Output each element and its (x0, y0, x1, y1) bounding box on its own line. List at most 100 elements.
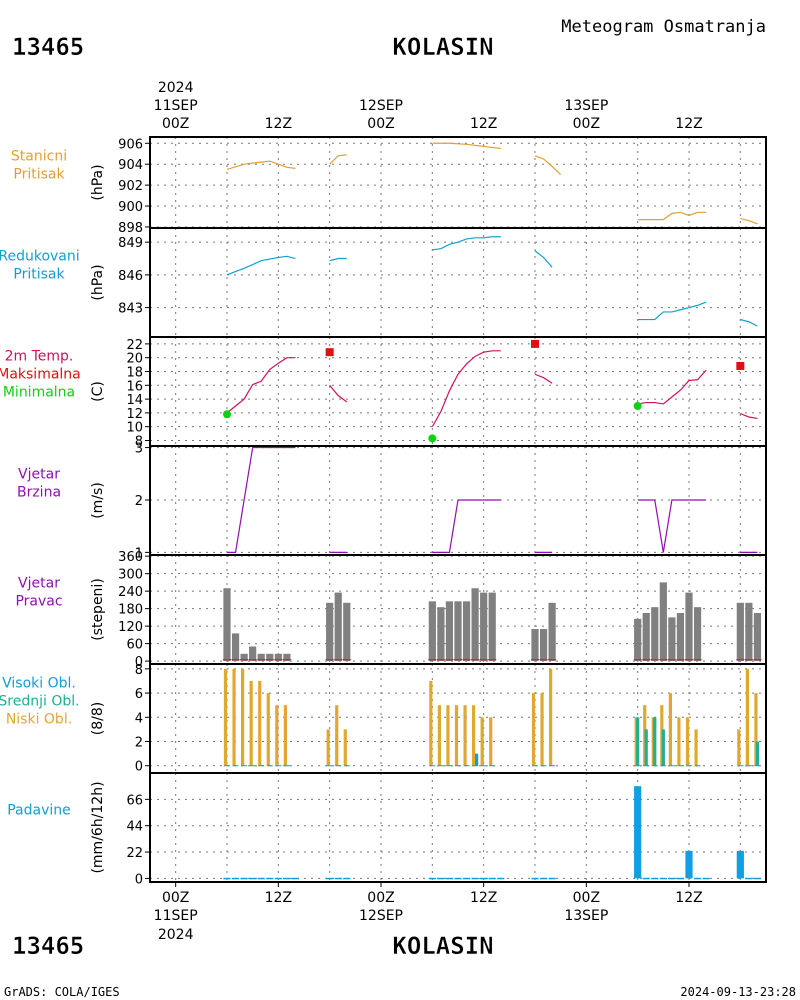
wind-direction-bar (668, 617, 676, 662)
time-date-label-bottom: 12SEP (359, 908, 403, 924)
time-hour-label-top: 00Z (573, 116, 600, 132)
y-tick-label: 3 (135, 442, 143, 457)
y-tick-label: 846 (118, 269, 143, 284)
panel-label-clouds: Visoki Obl. (2, 676, 76, 692)
y-tick-label: 849 (118, 236, 143, 251)
panel-frame-temperature (149, 336, 767, 447)
precipitation-bar (283, 877, 291, 880)
time-date-label-top: 12SEP (359, 98, 403, 114)
precipitation-bar (736, 850, 744, 879)
wind-direction-bar (548, 602, 556, 662)
axis-labels: 9069049029008988498468432220181614121083… (118, 80, 703, 943)
reduced-pressure-line (534, 250, 553, 268)
cloud-bar-0 (429, 680, 433, 766)
time-hour-label-bottom: 12Z (675, 890, 702, 906)
wind-direction-bar (488, 592, 496, 662)
temperature-line (534, 373, 553, 384)
time-hour-label-bottom: 12Z (470, 890, 497, 906)
precipitation-bar (462, 877, 471, 880)
panel-marks-clouds (223, 668, 761, 767)
time-hour-label-bottom: 00Z (573, 890, 600, 906)
cloud-bar-0 (335, 705, 339, 766)
y-tick-label: 12 (126, 407, 143, 422)
cloud-bar-0 (737, 729, 741, 766)
unit-label-precipitation: (mm/6h/12h) (90, 781, 106, 873)
precipitation-bar (249, 877, 257, 880)
y-tick-label: 60 (126, 638, 143, 653)
time-hour-label-top: 00Z (367, 116, 394, 132)
station-pressure-line (432, 142, 501, 150)
cloud-bar-1 (653, 717, 657, 766)
wind-direction-bar (454, 601, 462, 662)
unit-label-temperature: (C) (90, 381, 106, 402)
y-tick-label: 22 (126, 846, 143, 861)
panel-marks-wind_direction (223, 582, 762, 662)
cloud-bar-2 (475, 753, 479, 766)
temperature-line (431, 350, 501, 427)
cloud-bar-0 (754, 693, 758, 766)
wind-direction-bar (283, 653, 291, 662)
wind-speed-line (432, 499, 501, 553)
wind-direction-bar (753, 612, 762, 662)
wind-direction-bar (471, 588, 479, 662)
cloud-bar-0 (694, 729, 698, 766)
y-tick-label: 0 (135, 872, 143, 887)
precipitation-bar (745, 877, 753, 880)
precipitation-bar (445, 877, 454, 880)
cloud-bar-1 (661, 729, 665, 766)
panel-frames (149, 136, 767, 883)
y-tick-label: 14 (126, 393, 143, 408)
precipitation-bar (343, 877, 351, 880)
panel-label-temperature: Maksimalna (0, 367, 81, 383)
y-tick-label: 4 (135, 711, 143, 726)
station-name-top: KOLASIN (392, 33, 493, 61)
cloud-bar-0 (232, 668, 236, 766)
y-tick-label: 20 (126, 352, 143, 367)
time-date-label-top: 13SEP (564, 98, 608, 114)
panel-label-wind_direction: Pravac (15, 594, 62, 610)
reduced-pressure-line (740, 318, 758, 327)
precipitation-bar (291, 877, 300, 880)
cloud-bar-0 (531, 693, 536, 766)
cloud-bar-0 (677, 717, 681, 766)
unit-label-wind_speed: (m/s) (90, 482, 106, 519)
cloud-bar-0 (437, 705, 441, 766)
time-hour-label-bottom: 00Z (162, 890, 189, 906)
wind-direction-bar (462, 601, 471, 662)
reduced-pressure-line (329, 257, 347, 262)
wind-direction-bar (531, 629, 539, 662)
cloud-bar-0 (249, 680, 253, 766)
wind-direction-bar (334, 592, 342, 662)
precipitation-bar (634, 786, 642, 879)
wind-direction-bar (223, 588, 231, 662)
temperature-line (329, 384, 348, 403)
y-tick-label: 902 (118, 179, 143, 194)
wind-direction-bar (428, 601, 436, 662)
wind-direction-bar (240, 653, 248, 662)
cloud-bar-0 (463, 705, 467, 766)
time-hour-label-top: 12Z (675, 116, 702, 132)
y-tick-label: 8 (135, 434, 143, 449)
panel-label-wind_speed: Vjetar (18, 467, 60, 483)
precipitation-bar (471, 877, 479, 880)
unit-label-wind_direction: (stepeni) (90, 578, 106, 641)
precipitation-bar (326, 877, 334, 880)
precipitation-bar (651, 877, 659, 880)
wind-direction-bar (480, 592, 488, 662)
unit-label-reduced_pressure: (hPa) (90, 264, 106, 300)
y-tick-label: 2 (135, 736, 143, 751)
wind-direction-bar (257, 653, 265, 662)
cloud-bar-0 (685, 717, 690, 766)
panel-label-temperature: 2m Temp. (5, 349, 74, 365)
panel-marks-wind_speed (227, 446, 758, 553)
precipitation-bar (257, 877, 265, 880)
y-tick-label: 300 (118, 568, 143, 583)
time-date-label-bottom: 11SEP (154, 908, 198, 924)
precipitation-bar (676, 877, 685, 880)
y-tick-label: 16 (126, 379, 143, 394)
precipitation-bar (488, 877, 496, 880)
station-pressure-line (534, 155, 562, 176)
unit-label-station_pressure: (hPa) (90, 164, 106, 200)
y-tick-label: 180 (118, 603, 143, 618)
cloud-bar-0 (223, 668, 228, 766)
